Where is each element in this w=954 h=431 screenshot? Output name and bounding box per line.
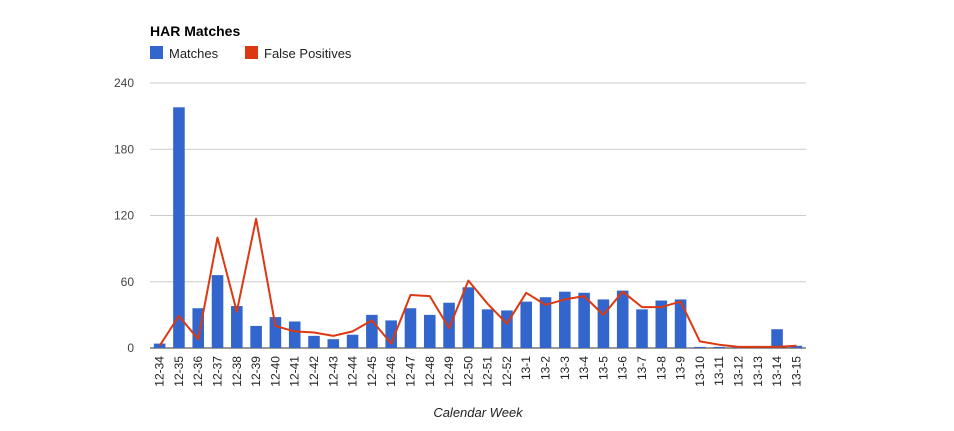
bar-matches xyxy=(578,292,590,348)
bar-matches xyxy=(501,310,513,348)
legend-label-matches: Matches xyxy=(169,46,219,61)
bar-matches xyxy=(655,300,668,348)
x-tick-label: 12-42 xyxy=(307,356,321,387)
x-tick-label: 13-14 xyxy=(770,356,784,387)
bar-matches xyxy=(404,308,417,348)
x-tick-label: 12-51 xyxy=(481,356,495,387)
x-tick-label: 13-1 xyxy=(519,356,533,380)
x-tick-label: 13-12 xyxy=(731,356,745,387)
bar-matches xyxy=(288,321,301,348)
bar-matches xyxy=(327,339,340,348)
bar-matches xyxy=(192,308,205,348)
bar-matches xyxy=(481,309,494,348)
bar-matches xyxy=(462,287,475,348)
chart-legend: Matches False Positives xyxy=(150,46,352,61)
y-tick-label: 180 xyxy=(114,142,134,156)
x-tick-label: 12-44 xyxy=(346,356,360,387)
x-tick-label: 13-3 xyxy=(558,356,572,380)
x-tick-label: 12-47 xyxy=(403,356,417,387)
line-false-positives xyxy=(158,217,797,348)
line-series-false-positives xyxy=(158,217,797,348)
bar-matches xyxy=(346,334,359,348)
bar-matches xyxy=(231,306,243,348)
x-tick-label: 12-45 xyxy=(365,356,379,387)
bar-series-matches xyxy=(153,107,803,349)
bar-matches xyxy=(211,275,224,348)
bar-matches xyxy=(520,301,533,348)
x-tick-label: 12-50 xyxy=(461,356,475,387)
legend-swatch-false-positives xyxy=(245,46,258,59)
bar-matches xyxy=(269,317,282,348)
y-tick-label: 120 xyxy=(114,209,134,223)
bar-matches xyxy=(539,297,552,348)
x-tick-label: 13-9 xyxy=(674,356,688,380)
bar-matches xyxy=(713,346,725,348)
x-tick-label: 12-49 xyxy=(442,356,456,387)
bar-matches xyxy=(597,299,610,348)
chart-title: HAR Matches xyxy=(150,23,240,39)
x-tick-label: 12-41 xyxy=(288,356,302,387)
y-axis-ticks: 0 60 120 180 240 xyxy=(114,76,134,355)
bar-matches xyxy=(308,335,320,348)
x-tick-label: 13-10 xyxy=(693,356,707,387)
x-tick-label: 12-37 xyxy=(211,356,225,387)
bar-matches xyxy=(559,291,571,348)
bar-matches xyxy=(423,314,436,348)
y-tick-label: 0 xyxy=(127,341,134,355)
grid-lines xyxy=(150,82,806,349)
bar-matches xyxy=(366,314,378,348)
x-tick-label: 13-6 xyxy=(616,356,630,380)
x-tick-label: 12-34 xyxy=(153,356,167,387)
y-tick-label: 60 xyxy=(121,275,135,289)
x-tick-label: 12-46 xyxy=(384,356,398,387)
x-tick-label: 12-39 xyxy=(249,356,263,387)
x-tick-label: 12-48 xyxy=(423,356,437,387)
x-axis-title: Calendar Week xyxy=(433,405,524,420)
bar-matches xyxy=(694,346,706,348)
y-tick-label: 240 xyxy=(114,76,134,90)
legend-label-false-positives: False Positives xyxy=(264,46,352,61)
bar-matches xyxy=(443,302,455,348)
x-tick-label: 12-35 xyxy=(172,356,186,387)
x-axis-ticks: 12-34 12-35 12-36 12-37 12-38 12-39 12-40 12-41… xyxy=(153,356,804,387)
bar-matches xyxy=(790,345,803,348)
x-tick-label: 13-2 xyxy=(539,356,553,380)
bar-matches xyxy=(636,309,648,348)
x-tick-label: 12-43 xyxy=(326,356,340,387)
legend-swatch-matches xyxy=(150,46,163,59)
bar-matches xyxy=(674,299,687,348)
x-tick-label: 13-5 xyxy=(596,356,610,380)
x-tick-label: 13-15 xyxy=(789,356,803,387)
bar-matches xyxy=(771,329,783,348)
x-tick-label: 12-36 xyxy=(191,356,205,387)
x-tick-label: 13-13 xyxy=(751,356,765,387)
x-tick-label: 13-11 xyxy=(712,356,726,386)
bar-matches xyxy=(385,320,397,348)
x-tick-label: 12-40 xyxy=(268,356,282,387)
bar-matches xyxy=(173,107,185,349)
x-tick-label: 13-4 xyxy=(577,356,591,380)
bar-matches xyxy=(250,325,262,348)
bar-matches xyxy=(616,290,629,348)
x-tick-label: 13-7 xyxy=(635,356,649,380)
x-tick-label: 12-38 xyxy=(230,356,244,387)
x-tick-label: 12-52 xyxy=(500,356,514,387)
x-tick-label: 13-8 xyxy=(654,356,668,380)
